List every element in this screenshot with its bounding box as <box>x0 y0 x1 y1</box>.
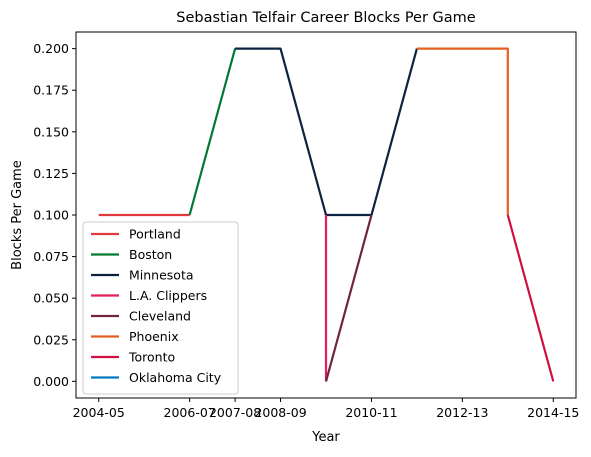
legend: Portland Boston Minnesota L.A. Clippers Clev… <box>82 221 239 395</box>
series-line-cleveland <box>324 214 373 382</box>
y-tick-label: 0.200 <box>33 41 69 56</box>
series-line-phoenix <box>416 47 509 215</box>
legend-label: L.A. Clippers <box>129 288 207 303</box>
x-tick-label: 2010-11 <box>345 405 397 420</box>
series-layer <box>98 47 555 382</box>
y-tick-label: 0.125 <box>33 166 69 181</box>
legend-label: Portland <box>129 227 181 242</box>
legend-label: Boston <box>129 247 172 262</box>
series-line-boston <box>188 48 237 216</box>
y-axis-label: Blocks Per Game <box>10 160 25 270</box>
legend-box <box>82 221 239 395</box>
x-tick-label: 2014-15 <box>527 405 579 420</box>
x-tick-label: 2012-13 <box>436 405 488 420</box>
y-tick-label: 0.075 <box>33 249 69 264</box>
y-axis: 0.000 0.025 0.050 0.075 0.100 0.125 0.150 0.175… <box>33 41 76 389</box>
legend-label: Minnesota <box>129 268 194 283</box>
series-line-toronto <box>506 214 555 382</box>
x-axis-label: Year <box>311 430 340 445</box>
y-tick-label: 0.000 <box>33 374 69 389</box>
series-line-minnesota <box>235 47 418 217</box>
y-tick-label: 0.050 <box>33 291 69 306</box>
legend-label: Phoenix <box>129 329 179 344</box>
legend-label: Toronto <box>128 350 175 365</box>
x-tick-label: 2008-09 <box>254 405 306 420</box>
legend-label: Oklahoma City <box>129 370 222 385</box>
legend-label: Cleveland <box>129 309 191 324</box>
y-tick-label: 0.175 <box>33 83 69 98</box>
x-tick-label: 2006-07 <box>164 405 216 420</box>
x-tick-label: 2004-05 <box>73 405 125 420</box>
y-tick-label: 0.100 <box>33 208 69 223</box>
chart-title: Sebastian Telfair Career Blocks Per Game <box>176 10 476 26</box>
x-tick-label: 2007-08 <box>209 405 261 420</box>
y-tick-label: 0.150 <box>33 124 69 139</box>
y-tick-label: 0.025 <box>33 332 69 347</box>
